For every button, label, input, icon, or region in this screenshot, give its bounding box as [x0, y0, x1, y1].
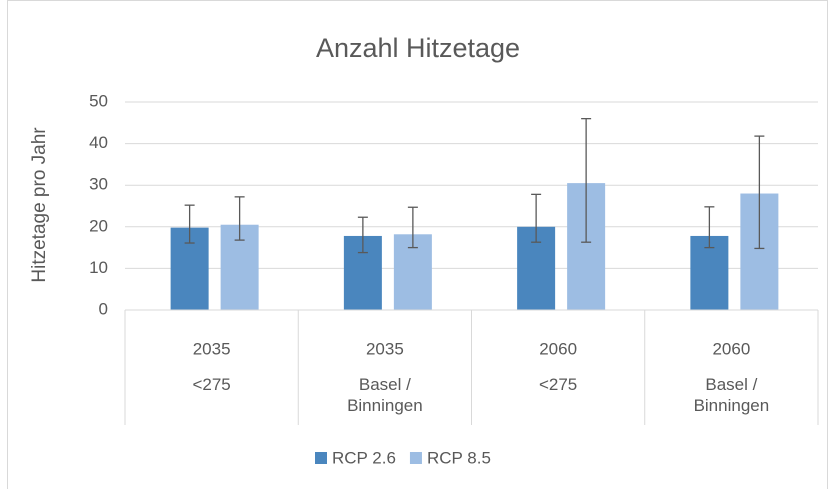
x-subcategory-label: Basel / Binningen [347, 375, 423, 415]
y-tick-label: 30 [89, 175, 108, 194]
y-tick-label: 50 [89, 91, 108, 110]
x-subcategory-label: <275 [192, 375, 231, 394]
y-tick-label: 10 [89, 258, 108, 277]
x-tick-label: 2060 [712, 339, 750, 358]
y-tick-label: 0 [99, 299, 108, 318]
y-axis-label: Hitzetage pro Jahr [29, 127, 50, 283]
x-tick-label: 2035 [193, 339, 231, 358]
x-tick-label: 2035 [366, 339, 404, 358]
legend-label: RCP 2.6 [332, 448, 396, 467]
x-subcategory-label: Basel / Binningen [693, 375, 770, 415]
bar [690, 235, 729, 310]
legend-label: RCP 8.5 [427, 448, 491, 467]
chart-title: Anzahl Hitzetage [316, 33, 520, 63]
chart-border [7, 0, 828, 489]
legend-swatch [315, 452, 327, 464]
y-tick-label: 40 [89, 133, 108, 152]
x-tick-label: 2060 [539, 339, 577, 358]
x-subcategory-label: <275 [538, 375, 578, 394]
y-tick-label: 20 [89, 216, 108, 235]
legend-swatch [409, 452, 422, 464]
